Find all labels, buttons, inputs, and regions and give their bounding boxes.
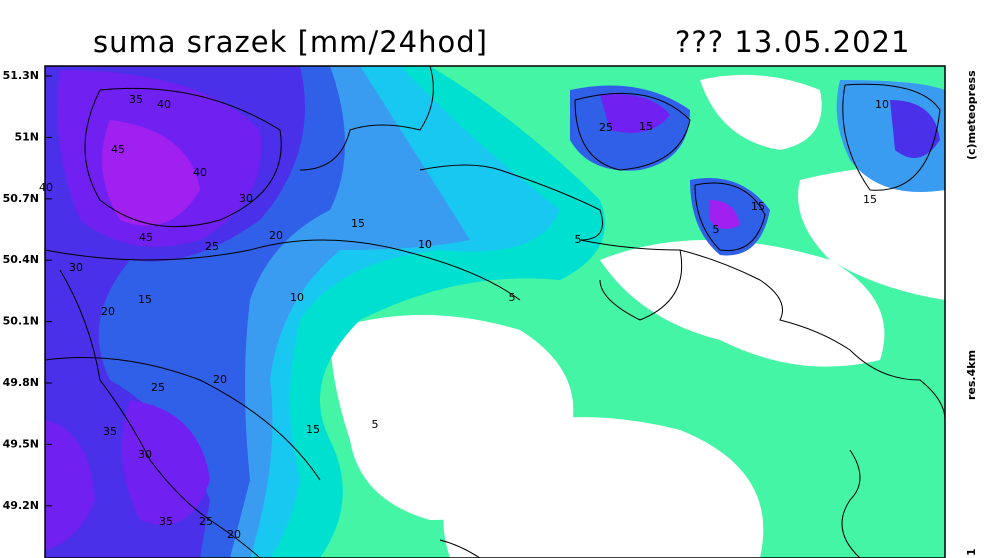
resolution: res.4km xyxy=(965,350,978,400)
contour-label: 15 xyxy=(306,423,320,436)
contour-label: 40 xyxy=(157,98,171,111)
lat-label: 49.5N xyxy=(3,437,39,450)
contour-label: 25 xyxy=(599,121,613,134)
contour-label: 5 xyxy=(575,233,582,246)
contour-label: 5 xyxy=(713,223,720,236)
contour-label: 20 xyxy=(101,305,115,318)
contour-label: 20 xyxy=(269,229,283,242)
lat-label: 49.2N xyxy=(3,499,39,512)
copyright: (c)meteopress xyxy=(965,70,978,160)
contour-label: 5 xyxy=(372,418,379,431)
contour-label: 20 xyxy=(227,528,241,541)
contour-label: 35 xyxy=(129,93,143,106)
contour-label: 40 xyxy=(39,181,53,194)
contour-label: 10 xyxy=(290,291,304,304)
contour-label: 15 xyxy=(863,193,877,206)
map-frame xyxy=(44,65,946,558)
contour-label: 35 xyxy=(159,515,173,528)
corner-label: 1 xyxy=(965,548,978,556)
contour-label: 45 xyxy=(139,231,153,244)
contour-label: 15 xyxy=(751,200,765,213)
contour-label: 35 xyxy=(103,425,117,438)
contour-label: 25 xyxy=(151,381,165,394)
contour-label: 45 xyxy=(111,143,125,156)
lat-label: 51N xyxy=(14,130,39,143)
contour-label: 30 xyxy=(239,192,253,205)
contour-label: 25 xyxy=(199,515,213,528)
contour-label: 30 xyxy=(69,261,83,274)
contour-label: 5 xyxy=(509,291,516,304)
contour-label: 10 xyxy=(875,98,889,111)
lat-label: 50.4N xyxy=(3,253,39,266)
lat-label: 50.7N xyxy=(3,192,39,205)
lat-label: 50.1N xyxy=(3,315,39,328)
lat-label: 49.8N xyxy=(3,376,39,389)
contour-label: 20 xyxy=(213,373,227,386)
contour-label: 10 xyxy=(418,238,432,251)
precip-field xyxy=(45,66,945,558)
contour-label: 30 xyxy=(138,448,152,461)
contour-label: 40 xyxy=(193,166,207,179)
map-date: ??? 13.05.2021 xyxy=(675,25,910,59)
contour-label: 15 xyxy=(138,293,152,306)
lat-label: 51.3N xyxy=(3,69,39,82)
map-title: suma srazek [mm/24hod] xyxy=(93,25,488,59)
contour-label: 15 xyxy=(351,217,365,230)
contour-label: 25 xyxy=(205,240,219,253)
contour-label: 15 xyxy=(639,120,653,133)
